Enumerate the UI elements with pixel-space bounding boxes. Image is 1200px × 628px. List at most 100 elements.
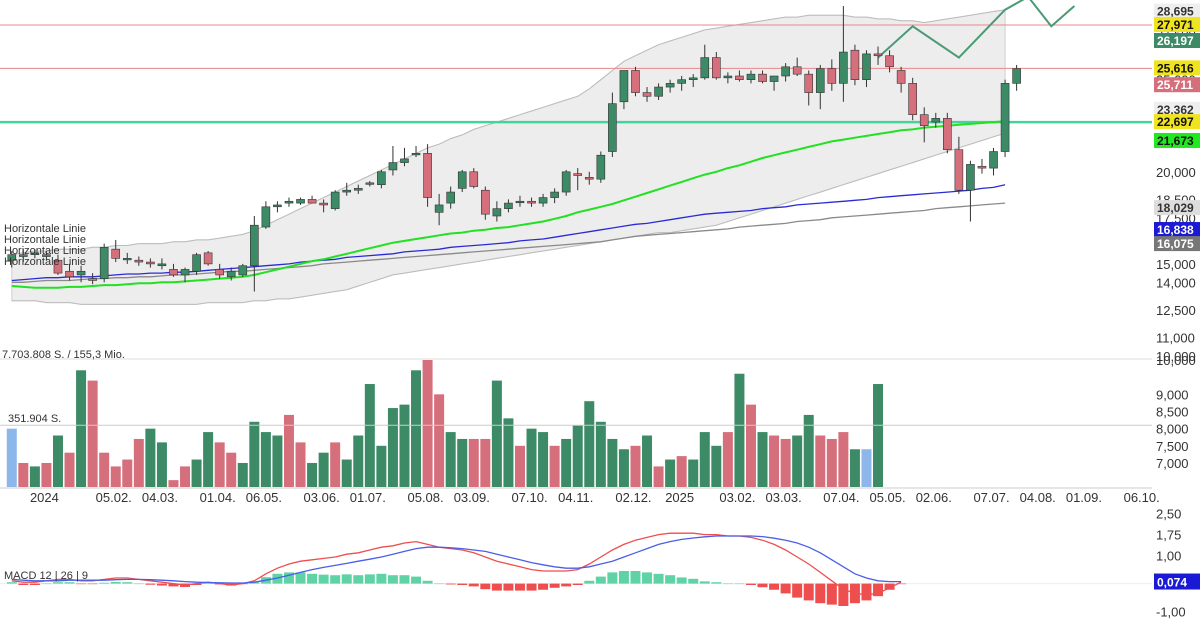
volume-bar[interactable]: [445, 432, 456, 487]
candle[interactable]: [850, 44, 860, 86]
candle[interactable]: [758, 70, 767, 84]
candle[interactable]: [700, 44, 710, 80]
volume-bar[interactable]: [688, 459, 699, 487]
volume-bar[interactable]: [595, 421, 606, 487]
volume-bar[interactable]: [584, 401, 595, 487]
candle[interactable]: [827, 59, 837, 91]
candle[interactable]: [76, 265, 86, 283]
volume-bar[interactable]: [330, 442, 341, 487]
candle[interactable]: [434, 193, 444, 226]
volume-bar[interactable]: [769, 435, 780, 487]
volume-bar[interactable]: [642, 435, 653, 487]
candle[interactable]: [919, 107, 929, 143]
candle[interactable]: [88, 273, 97, 285]
candle[interactable]: [365, 181, 375, 187]
candle[interactable]: [735, 70, 744, 82]
candle[interactable]: [446, 186, 455, 209]
candle[interactable]: [19, 249, 28, 263]
candle[interactable]: [353, 184, 363, 194]
volume-bar[interactable]: [307, 462, 318, 487]
candle[interactable]: [238, 263, 248, 277]
volume-bar[interactable]: [711, 445, 722, 487]
candle[interactable]: [65, 263, 74, 281]
volume-bar[interactable]: [815, 435, 826, 487]
candle[interactable]: [307, 195, 317, 204]
candle[interactable]: [608, 92, 617, 158]
volume-bar[interactable]: [538, 432, 549, 487]
candle[interactable]: [896, 66, 906, 93]
candle[interactable]: [169, 263, 178, 277]
volume-bar[interactable]: [318, 452, 329, 487]
volume-bar[interactable]: [607, 438, 618, 487]
volume-bar[interactable]: [87, 380, 98, 487]
volume-bar[interactable]: [122, 459, 133, 487]
candle[interactable]: [723, 72, 733, 84]
volume-bar[interactable]: [457, 438, 468, 487]
volume-bar[interactable]: [618, 449, 629, 487]
candle[interactable]: [873, 46, 883, 65]
volume-bar[interactable]: [145, 428, 156, 487]
volume-bar[interactable]: [237, 462, 248, 487]
candle[interactable]: [677, 76, 686, 91]
volume-bar[interactable]: [722, 432, 733, 487]
volume-bar[interactable]: [849, 449, 860, 487]
volume-bar[interactable]: [468, 438, 479, 487]
volume-bar[interactable]: [861, 449, 872, 487]
candle[interactable]: [527, 197, 536, 207]
volume-bar[interactable]: [826, 438, 837, 487]
candle[interactable]: [481, 186, 490, 220]
volume-bar[interactable]: [99, 452, 110, 487]
candle[interactable]: [146, 258, 155, 268]
volume-bar[interactable]: [434, 394, 445, 487]
candle[interactable]: [342, 182, 352, 196]
volume-bar[interactable]: [353, 435, 364, 487]
candle[interactable]: [746, 70, 756, 84]
volume-bar[interactable]: [18, 462, 29, 487]
volume-bar[interactable]: [214, 442, 225, 487]
candle[interactable]: [619, 70, 629, 110]
candle[interactable]: [792, 57, 802, 76]
candle[interactable]: [1012, 64, 1021, 91]
candle[interactable]: [30, 249, 40, 259]
candle[interactable]: [42, 251, 51, 261]
volume-bar[interactable]: [64, 452, 75, 487]
volume-bar[interactable]: [745, 404, 756, 487]
candle[interactable]: [469, 168, 479, 189]
volume-bar[interactable]: [376, 445, 387, 487]
candle[interactable]: [504, 199, 513, 213]
candle[interactable]: [296, 197, 305, 205]
volume-bar[interactable]: [411, 370, 422, 487]
volume-bar[interactable]: [514, 445, 525, 487]
volume-bar[interactable]: [52, 435, 63, 487]
volume-bar[interactable]: [364, 384, 375, 487]
volume-bar[interactable]: [480, 438, 491, 487]
volume-bar[interactable]: [491, 380, 502, 487]
candle[interactable]: [688, 74, 698, 88]
candle[interactable]: [538, 193, 548, 207]
volume-bar[interactable]: [734, 373, 745, 487]
volume-bar[interactable]: [203, 432, 214, 487]
volume-bar[interactable]: [630, 445, 641, 487]
candle[interactable]: [388, 146, 398, 176]
candle[interactable]: [573, 168, 583, 191]
candle[interactable]: [781, 63, 790, 82]
volume-bar[interactable]: [561, 438, 572, 487]
candle[interactable]: [862, 50, 871, 88]
candle[interactable]: [192, 252, 201, 275]
volume-bar[interactable]: [549, 445, 560, 487]
volume-bar[interactable]: [110, 466, 121, 487]
volume-bar[interactable]: [260, 432, 271, 487]
volume-bar[interactable]: [676, 456, 687, 487]
volume-bar[interactable]: [133, 438, 144, 487]
candle[interactable]: [815, 64, 825, 110]
candle[interactable]: [411, 146, 421, 158]
candle[interactable]: [319, 199, 328, 213]
candle[interactable]: [954, 136, 964, 194]
candle[interactable]: [989, 147, 998, 176]
macd-panel[interactable]: MACD 12 | 26 | 9: [0, 532, 1152, 606]
candle[interactable]: [654, 83, 663, 100]
candle[interactable]: [943, 112, 952, 154]
volume-bar[interactable]: [191, 459, 202, 487]
candle[interactable]: [931, 112, 941, 128]
volume-bar[interactable]: [526, 428, 537, 487]
